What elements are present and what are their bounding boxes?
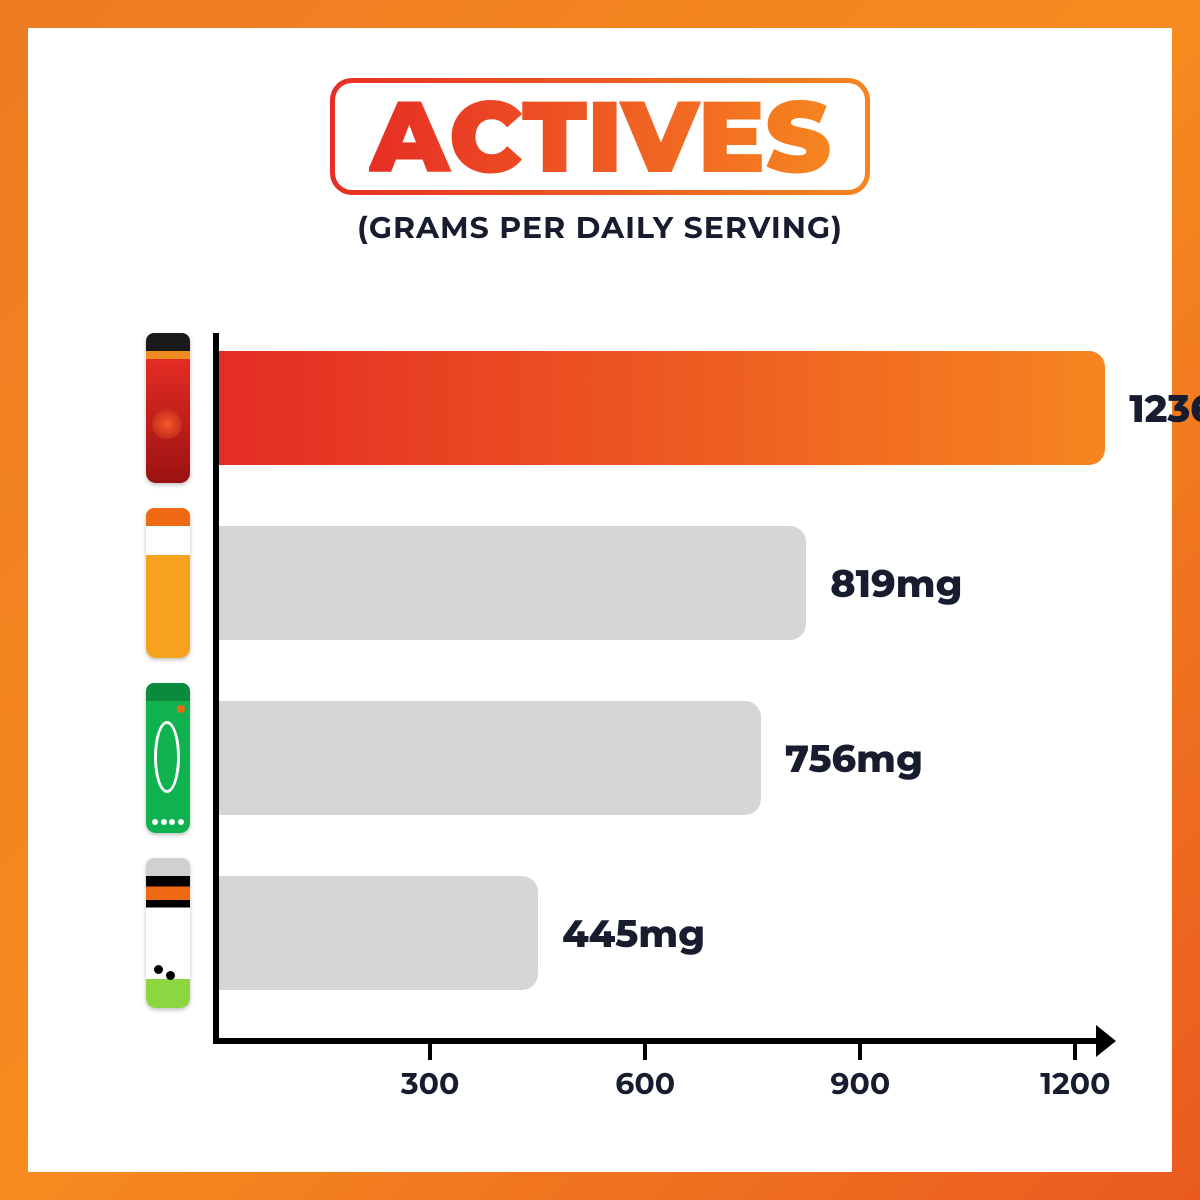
bar-track: 445mg <box>213 868 1112 998</box>
title-inner: ACTIVES <box>335 83 865 190</box>
chart-title: ACTIVES <box>369 85 831 190</box>
x-tick <box>858 1038 862 1060</box>
bar-value-label: 756mg <box>785 735 923 782</box>
x-tick <box>428 1038 432 1060</box>
x-tick-label: 300 <box>401 1065 460 1102</box>
x-tick-label: 900 <box>830 1065 890 1102</box>
inner-panel: ACTIVES (GRAMS PER DAILY SERVING) 300 600… <box>28 28 1172 1172</box>
x-tick-label: 1200 <box>1040 1065 1110 1102</box>
product-tube-icon <box>123 333 213 483</box>
x-axis <box>213 1038 1112 1044</box>
x-axis-arrow-icon <box>1096 1025 1116 1057</box>
bar-row: 819mg <box>123 518 1112 648</box>
product-tube-icon <box>123 508 213 658</box>
bar <box>219 701 761 815</box>
title-border: ACTIVES <box>330 78 870 195</box>
bar-row: 756mg <box>123 693 1112 823</box>
bar <box>219 351 1105 465</box>
bar-value-label: 445mg <box>562 910 705 957</box>
outer-frame: ACTIVES (GRAMS PER DAILY SERVING) 300 600… <box>0 0 1200 1200</box>
x-tick <box>643 1038 647 1060</box>
bar-value-label: 819mg <box>830 560 962 607</box>
bar-row: 445mg <box>123 868 1112 998</box>
bar-track: 756mg <box>213 693 1112 823</box>
bar <box>219 876 538 990</box>
bar-track: 1236mg <box>213 343 1112 473</box>
bar-value-label: 1236mg <box>1129 385 1200 432</box>
x-tick-label: 600 <box>615 1065 675 1102</box>
product-tube-icon <box>123 683 213 833</box>
product-tube-icon <box>123 858 213 1008</box>
x-tick <box>1073 1038 1077 1060</box>
bar <box>219 526 806 640</box>
title-container: ACTIVES <box>78 78 1122 195</box>
bar-track: 819mg <box>213 518 1112 648</box>
bar-row: 1236mg <box>123 343 1112 473</box>
chart-subtitle: (GRAMS PER DAILY SERVING) <box>78 209 1122 246</box>
chart-area: 300 600 900 1200 1236mg 819mg 756mg 445mg <box>123 333 1112 1104</box>
